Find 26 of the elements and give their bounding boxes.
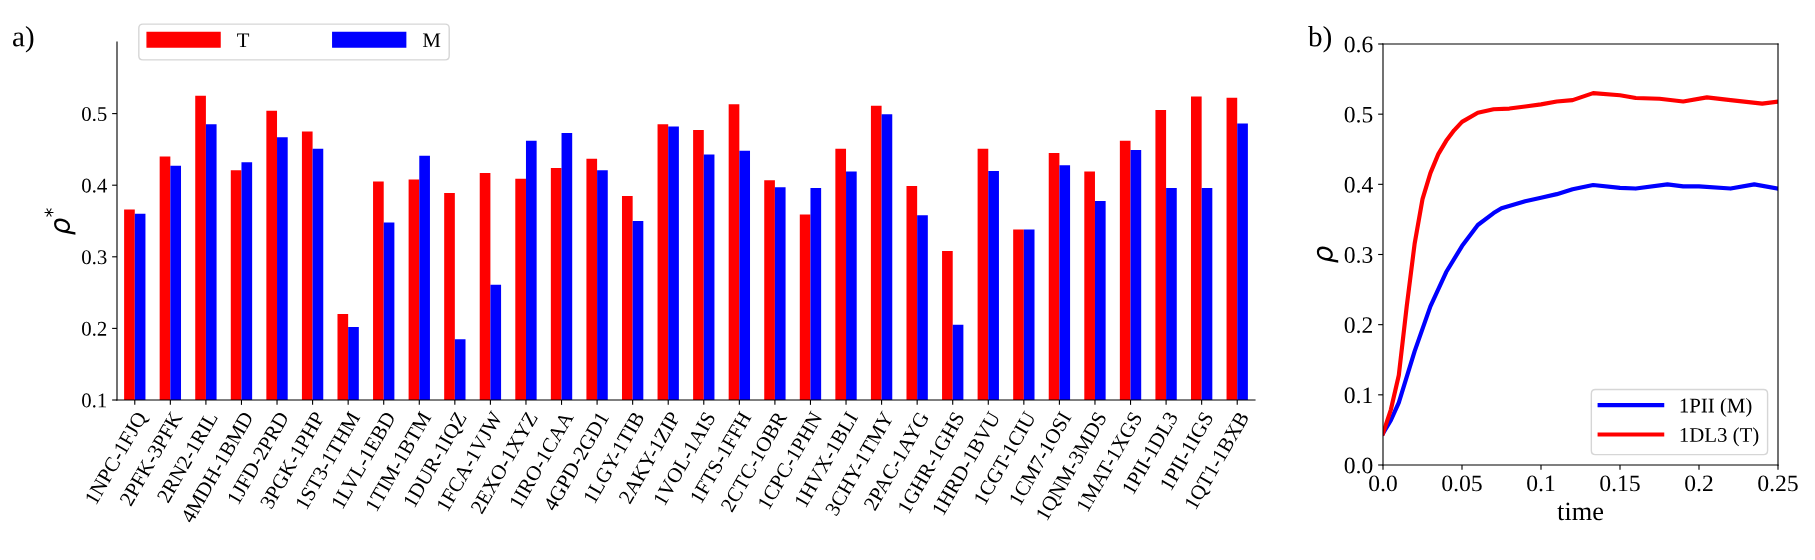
y-tick-label: 0.4 xyxy=(1344,176,1373,193)
y-tick-label: 0.5 xyxy=(1344,106,1373,123)
legend-label: T xyxy=(237,33,250,48)
legend-label: 1PII (M) xyxy=(1680,397,1752,417)
y-axis-title: ρ xyxy=(1316,246,1339,263)
y-tick-label: 0.6 xyxy=(1344,36,1373,53)
y-tick-label: 0.3 xyxy=(82,250,107,265)
y-tick-label: 0.3 xyxy=(1344,246,1373,264)
x-tick-label: 0.05 xyxy=(1442,475,1482,492)
y-tick-label: 0.2 xyxy=(1344,317,1372,334)
x-tick-label: 0.1 xyxy=(1527,475,1555,492)
y-tick-label: 0.1 xyxy=(1344,387,1372,404)
x-tick-label: 0.15 xyxy=(1600,475,1640,492)
chart-title: a) xyxy=(13,25,34,53)
x-tick-label: 0.2 xyxy=(1685,475,1713,492)
chart-title: b) xyxy=(1308,25,1332,53)
x-tick-label: 0.25 xyxy=(1758,475,1798,492)
y-tick-label: 0.2 xyxy=(82,321,107,336)
y-axis-title: ρ$^{*}$ xyxy=(44,208,76,235)
x-tick-label: 0.0 xyxy=(1369,475,1397,492)
y-tick-label: 0.5 xyxy=(82,106,107,122)
legend-label: M xyxy=(422,33,441,48)
y-tick-label: 0.4 xyxy=(82,178,107,193)
x-axis-title: time xyxy=(1557,502,1604,521)
legend-label: 1DL3 (T) xyxy=(1680,427,1759,447)
y-tick-label: 0.1 xyxy=(82,393,107,408)
